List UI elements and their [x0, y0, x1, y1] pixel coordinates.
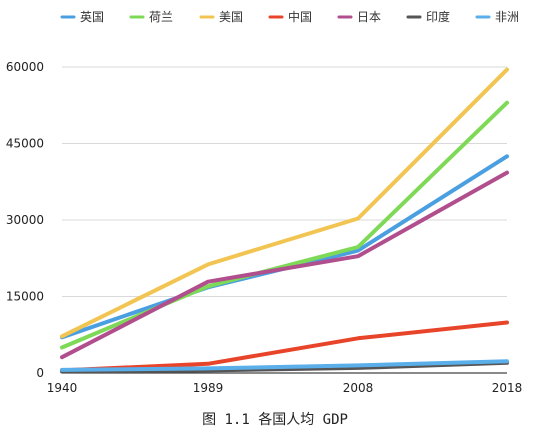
- x-tick-label: 2018: [492, 381, 523, 395]
- legend-label: 英国: [80, 10, 104, 24]
- series-line-3: [60, 320, 509, 373]
- y-tick-label: 15000: [6, 290, 44, 304]
- series-line-4: [60, 170, 509, 360]
- y-tick-label: 45000: [6, 137, 44, 151]
- chart-legend: 英国 荷兰 美国 中国 日本 印度 非洲: [60, 9, 519, 24]
- x-axis-ticks: 1940 1989 2008 2018: [47, 381, 523, 395]
- series-line-2: [60, 67, 509, 339]
- legend-label: 非洲: [495, 10, 519, 24]
- y-axis-ticks: 0 15000 30000 45000 60000: [6, 60, 44, 380]
- series-line-6: [60, 359, 509, 372]
- legend-label: 印度: [426, 9, 450, 24]
- legend-label: 日本: [357, 10, 381, 24]
- legend-label: 美国: [219, 10, 243, 24]
- series-line-0: [60, 154, 509, 340]
- y-tick-label: 60000: [6, 60, 44, 74]
- series-line-1: [60, 100, 509, 350]
- x-tick-label: 2008: [343, 381, 374, 395]
- legend-label: 荷兰: [149, 10, 173, 24]
- x-tick-label: 1940: [47, 381, 78, 395]
- figure-caption: 图 1.1 各国人均 GDP: [202, 412, 348, 428]
- y-tick-label: 30000: [6, 213, 44, 227]
- legend-label: 中国: [288, 9, 312, 24]
- y-tick-label: 0: [36, 366, 44, 380]
- series-lines: [60, 67, 509, 374]
- gridlines: [62, 66, 507, 374]
- x-tick-label: 1989: [193, 381, 224, 395]
